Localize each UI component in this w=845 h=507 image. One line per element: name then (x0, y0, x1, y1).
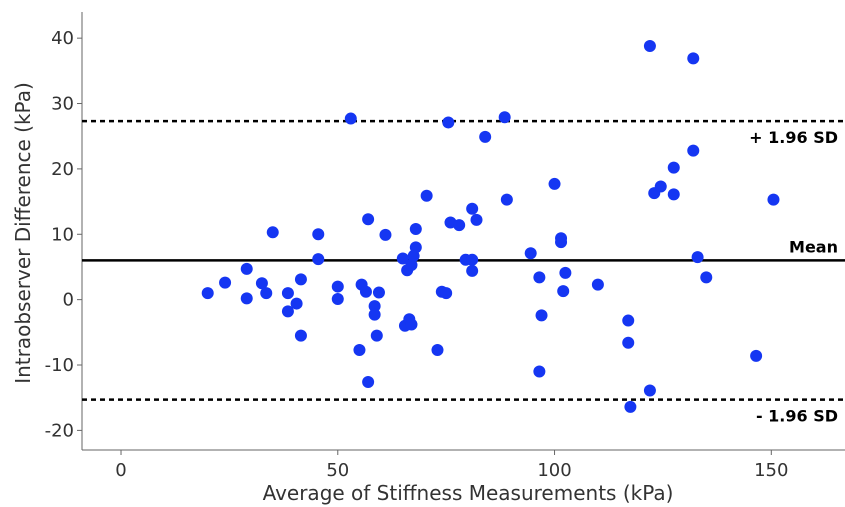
data-point (240, 292, 253, 305)
y-tick-label: -10 (45, 355, 74, 376)
data-point (500, 193, 513, 206)
data-point (431, 343, 444, 356)
reference-lines: + 1.96 SD Mean - 1.96 SD (82, 119, 845, 426)
data-point (624, 400, 637, 413)
upper-loa-label: + 1.96 SD (749, 128, 838, 147)
data-point (266, 226, 279, 239)
y-tick-label: 30 (51, 94, 74, 115)
data-point (281, 287, 294, 300)
data-point (359, 285, 372, 298)
data-point (442, 116, 455, 129)
data-point (201, 287, 214, 300)
data-point (368, 308, 381, 321)
data-point (294, 273, 307, 286)
data-point (533, 271, 546, 284)
data-point (372, 286, 385, 299)
x-axis: 0 50 100 150 (82, 449, 845, 481)
data-point (362, 213, 375, 226)
data-point (396, 252, 409, 265)
data-point (667, 161, 680, 174)
data-point (331, 292, 344, 305)
data-point (555, 236, 568, 249)
data-point (420, 189, 433, 202)
data-point (290, 297, 303, 310)
data-point (405, 258, 418, 271)
data-point (409, 223, 422, 236)
y-tick-label: 40 (51, 28, 74, 49)
data-point (557, 285, 570, 298)
y-tick-label: 0 (63, 290, 74, 311)
data-point (255, 277, 268, 290)
y-tick-label: 10 (51, 224, 74, 245)
data-point (362, 376, 375, 389)
data-point (643, 384, 656, 397)
data-point (312, 228, 325, 241)
mean-label: Mean (789, 237, 838, 256)
data-point (368, 300, 381, 313)
data-point (240, 262, 253, 275)
data-point (643, 39, 656, 52)
y-axis: -20 -10 0 10 20 30 40 (45, 12, 83, 450)
data-point (219, 276, 232, 289)
data-point (370, 329, 383, 342)
data-point (294, 329, 307, 342)
data-points (201, 39, 780, 413)
data-point (331, 280, 344, 293)
data-point (479, 130, 492, 143)
data-point (687, 144, 700, 157)
data-point (453, 219, 466, 232)
data-point (700, 271, 713, 284)
lower-loa-label: - 1.96 SD (756, 407, 838, 426)
data-point (591, 278, 604, 291)
data-point (260, 287, 273, 300)
data-point (466, 264, 479, 277)
data-point (548, 177, 561, 190)
y-tick-label: 20 (51, 159, 74, 180)
x-tick-label: 100 (537, 460, 571, 481)
x-tick-label: 0 (115, 460, 126, 481)
data-point (691, 251, 704, 264)
data-point (559, 266, 572, 279)
data-point (312, 253, 325, 266)
data-point (535, 309, 548, 322)
data-point (667, 188, 680, 201)
data-point (767, 193, 780, 206)
data-point (344, 112, 357, 125)
data-point (654, 180, 667, 193)
data-point (281, 305, 294, 318)
data-point (405, 318, 418, 331)
data-point (353, 343, 366, 356)
data-point (440, 287, 453, 300)
data-point (466, 202, 479, 215)
data-point (524, 247, 537, 260)
x-axis-title: Average of Stiffness Measurements (kPa) (263, 481, 674, 505)
data-point (470, 213, 483, 226)
x-tick-label: 150 (754, 460, 788, 481)
data-point (622, 314, 635, 327)
data-point (498, 111, 511, 124)
data-point (687, 52, 700, 65)
data-point (533, 365, 546, 378)
data-point (750, 349, 763, 362)
data-point (622, 336, 635, 349)
y-axis-title: Intraobserver Difference (kPa) (11, 82, 35, 384)
y-tick-label: -20 (45, 420, 74, 441)
data-point (466, 253, 479, 266)
data-point (409, 241, 422, 254)
data-point (379, 228, 392, 241)
x-tick-label: 50 (326, 460, 349, 481)
